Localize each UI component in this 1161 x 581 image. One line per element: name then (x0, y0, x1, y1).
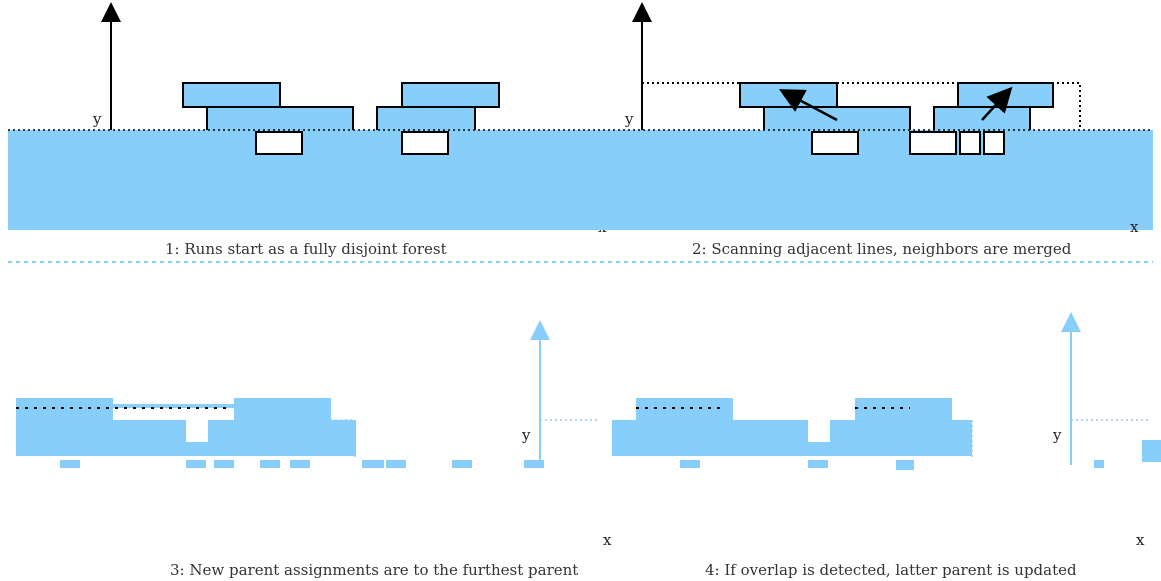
run-cell (260, 460, 280, 468)
gap (808, 420, 830, 442)
y-axis-label: y (92, 110, 102, 128)
run-cell (680, 460, 700, 468)
run-box (739, 82, 838, 108)
run-box (113, 404, 234, 408)
panel-3: y x 3: New parent assignments are to the… (16, 320, 612, 579)
run-cell (386, 460, 406, 468)
run-cell (524, 460, 544, 468)
run-cell (186, 460, 206, 468)
y-axis-label: y (624, 110, 634, 128)
x-axis-label: x (1130, 218, 1139, 236)
panel-caption: 2: Scanning adjacent lines, neighbors ar… (692, 240, 1072, 258)
gap (255, 131, 303, 155)
y-axis-label: y (521, 426, 531, 444)
run-cell (896, 460, 914, 470)
x-axis-label: x (603, 531, 612, 549)
panel-caption: 4: If overlap is detected, latter parent… (705, 561, 1077, 579)
y-axis-label: y (1052, 426, 1062, 444)
run-box (376, 106, 476, 132)
gap (811, 131, 859, 155)
lower-runs-region (573, 130, 1153, 230)
run-cell (362, 460, 384, 468)
x-axis-label: x (1136, 531, 1145, 549)
run-cell (452, 460, 472, 468)
gap (909, 131, 957, 155)
run-cell (290, 460, 310, 468)
run-box (206, 106, 354, 132)
run-box (612, 420, 972, 456)
gap (186, 420, 208, 442)
run-cell (1142, 440, 1161, 462)
run-box (234, 398, 331, 420)
merge-arrow (981, 86, 1013, 121)
run-box (855, 398, 952, 420)
run-box (957, 82, 1054, 108)
panel-4: y x 4: If overlap is detected, latter pa… (612, 312, 1161, 579)
panel-2: y x 2: Scanning adjacent lines, neighbor… (573, 2, 1153, 258)
run-box (16, 398, 113, 420)
panel-caption: 1: Runs start as a fully disjoint forest (165, 240, 447, 258)
run-cell (808, 460, 828, 468)
merge-arrow (778, 89, 838, 122)
run-cell (1094, 460, 1104, 468)
gap (401, 131, 449, 155)
run-cell (214, 460, 234, 468)
run-box (182, 82, 281, 108)
panel-1: y x 1: Runs start as a fully disjoint fo… (8, 2, 607, 258)
run-box (636, 398, 733, 420)
panel-caption: 3: New parent assignments are to the fur… (170, 561, 578, 579)
gap (983, 131, 1005, 155)
run-cell (60, 460, 80, 468)
run-box (401, 82, 500, 108)
gap (959, 131, 981, 155)
